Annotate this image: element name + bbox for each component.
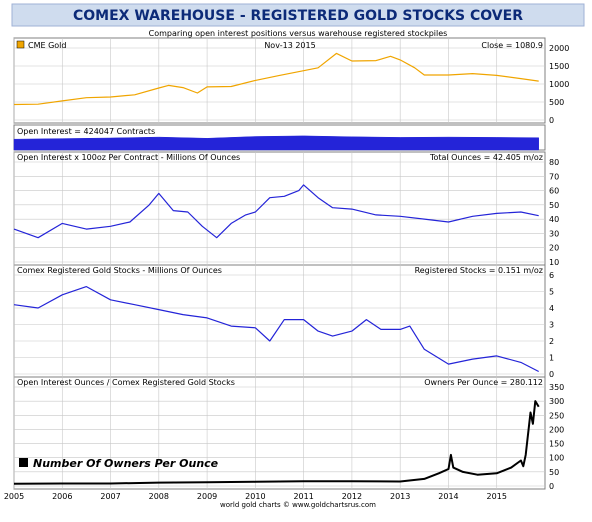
owners-label: Open Interest Ounces / Comex Registered … — [17, 378, 235, 387]
open-interest-area — [13, 135, 539, 151]
x-tick-label: 2006 — [52, 492, 72, 501]
series-line-registered_stocks — [13, 286, 539, 373]
y-tick-label: 0 — [549, 116, 554, 125]
y-tick-label: 0 — [549, 370, 554, 379]
gridlines — [13, 38, 545, 489]
y-tick-label: 0 — [549, 482, 554, 491]
total-ounces-label: Open Interest x 100oz Per Contract - Mil… — [17, 153, 240, 162]
title-bar — [11, 3, 585, 27]
y-tick-label: 500 — [549, 98, 564, 107]
y-tick-label: 150 — [549, 440, 564, 449]
y-tick-label: 2000 — [549, 44, 569, 53]
y-tick-label: 40 — [549, 215, 559, 224]
gold-date-label: Nov-13 2015 — [264, 41, 315, 50]
y-tick-label: 1 — [549, 354, 554, 363]
y-tick-label: 300 — [549, 397, 564, 406]
y-tick-label: 20 — [549, 244, 559, 253]
registered-readout: Registered Stocks = 0.151 m/oz — [415, 266, 543, 275]
y-tick-label: 1500 — [549, 62, 569, 71]
x-tick-label: 2015 — [487, 492, 507, 501]
gold-close-readout: Close = 1080.9 — [481, 41, 543, 50]
y-tick-label: 250 — [549, 411, 564, 420]
y-tick-label: 6 — [549, 271, 554, 280]
panel-frame-1 — [13, 37, 546, 124]
x-tick-label: 2014 — [438, 492, 458, 501]
footer-credit: world gold charts © www.goldchartsrus.co… — [220, 501, 376, 509]
y-tick-label: 60 — [549, 187, 559, 196]
owners-readout: Owners Per Ounce = 280.112 — [424, 378, 543, 387]
y-tick-label: 1000 — [549, 80, 569, 89]
labels-layer: CME Gold Nov-13 2015 Close = 1080.9 Open… — [4, 40, 569, 509]
y-tick-label: 200 — [549, 425, 564, 434]
series-line-total_ounces — [13, 184, 539, 239]
x-tick-label: 2009 — [197, 492, 217, 501]
series-line-gold_price — [13, 52, 539, 106]
y-tick-label: 2 — [549, 337, 554, 346]
chart-title: COMEX WAREHOUSE - REGISTERED GOLD STOCKS… — [73, 8, 523, 24]
y-tick-label: 5 — [549, 288, 554, 297]
y-tick-label: 80 — [549, 158, 559, 167]
panel-frame-4 — [13, 264, 546, 378]
x-tick-label: 2011 — [293, 492, 313, 501]
oi-label: Open Interest = 424047 Contracts — [17, 127, 155, 136]
x-tick-label: 2013 — [390, 492, 410, 501]
y-tick-label: 50 — [549, 468, 559, 477]
y-tick-label: 350 — [549, 383, 564, 392]
x-tick-label: 2008 — [149, 492, 169, 501]
x-tick-label: 2010 — [245, 492, 265, 501]
y-tick-label: 3 — [549, 321, 554, 330]
panel-frame-3 — [13, 151, 546, 266]
x-tick-label: 2012 — [342, 492, 362, 501]
panels — [13, 37, 546, 490]
y-tick-label: 10 — [549, 258, 559, 267]
series-line-owners_per_ounce — [13, 400, 540, 485]
registered-label: Comex Registered Gold Stocks - Millions … — [17, 266, 222, 275]
owners-legend-swatch — [19, 458, 28, 467]
y-tick-label: 100 — [549, 454, 564, 463]
total-ounces-readout: Total Ounces = 42.405 m/oz — [429, 153, 543, 162]
y-tick-label: 30 — [549, 229, 559, 238]
y-tick-label: 70 — [549, 172, 559, 181]
series-layer — [13, 52, 540, 485]
x-tick-label: 2007 — [100, 492, 120, 501]
x-tick-label: 2005 — [4, 492, 24, 501]
chart-subtitle: Comparing open interest positions versus… — [149, 29, 448, 38]
gold-legend-label: CME Gold — [28, 41, 66, 50]
y-tick-label: 50 — [549, 201, 559, 210]
panel-frame-5 — [13, 376, 546, 490]
owners-legend-label: Number Of Owners Per Ounce — [33, 457, 219, 470]
gold-legend-swatch — [16, 40, 25, 49]
y-tick-label: 4 — [549, 304, 554, 313]
